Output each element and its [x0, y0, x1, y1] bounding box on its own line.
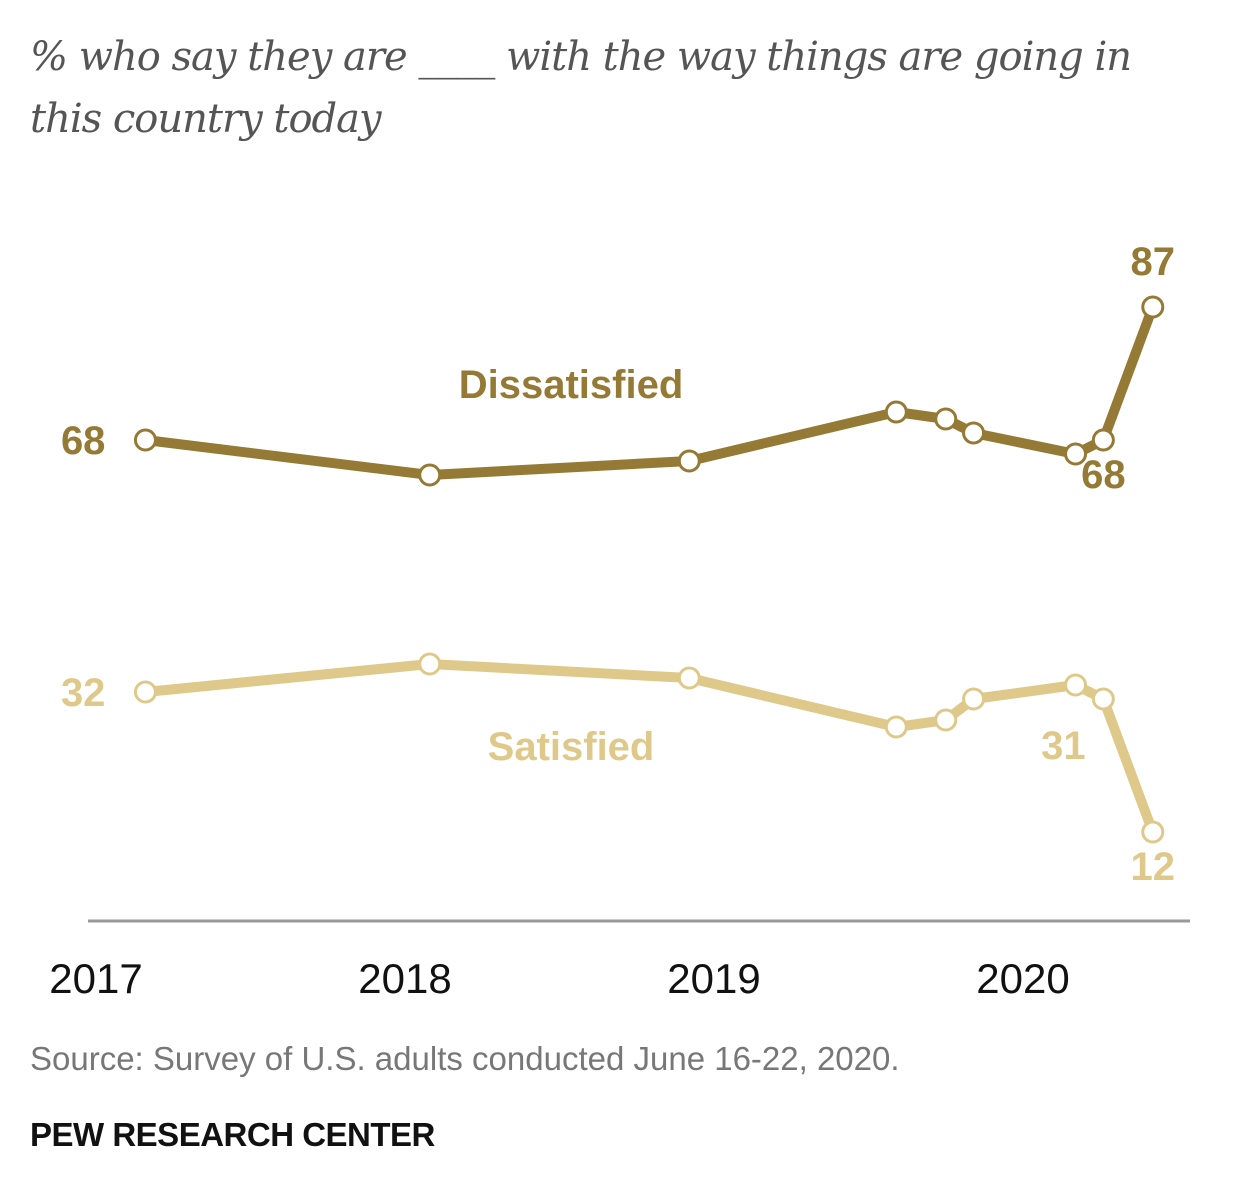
data-label-dissatisfied: 68	[1081, 453, 1126, 497]
x-tick-label: 2020	[976, 955, 1069, 1002]
series-satisfied	[133, 652, 1165, 844]
chart-title: % who say they are ____ with the way thi…	[30, 34, 1132, 142]
data-point-satisfied	[418, 652, 442, 676]
data-point-satisfied	[1064, 673, 1088, 697]
data-point-dissatisfied	[1091, 428, 1115, 452]
data-point-dissatisfied	[884, 400, 908, 424]
data-label-dissatisfied: 87	[1131, 240, 1176, 284]
data-label-satisfied: 12	[1131, 845, 1176, 889]
data-point-dissatisfied	[1141, 295, 1165, 319]
data-point-dissatisfied	[962, 421, 986, 445]
data-point-dissatisfied	[133, 428, 157, 452]
data-point-dissatisfied	[1064, 442, 1088, 466]
series-name-satisfied: Satisfied	[488, 725, 655, 769]
data-point-satisfied	[962, 687, 986, 711]
brand-logo-text: PEW RESEARCH CENTER	[30, 1116, 435, 1153]
data-point-dissatisfied	[934, 407, 958, 431]
data-label-dissatisfied: 68	[61, 419, 106, 463]
data-point-dissatisfied	[677, 449, 701, 473]
x-axis-ticks: 2017 2018 2019 2020	[49, 955, 1069, 1002]
series-dissatisfied	[133, 295, 1165, 487]
data-point-satisfied	[133, 680, 157, 704]
data-point-dissatisfied	[418, 463, 442, 487]
series-name-dissatisfied: Dissatisfied	[459, 363, 684, 407]
data-point-satisfied	[1141, 820, 1165, 844]
x-tick-label: 2017	[49, 955, 142, 1002]
series-layer	[133, 295, 1165, 844]
source-note: Source: Survey of U.S. adults conducted …	[30, 1040, 900, 1077]
data-point-satisfied	[677, 666, 701, 690]
data-label-satisfied: 32	[61, 671, 106, 715]
data-point-satisfied	[934, 708, 958, 732]
label-layer: 68 68 87 Dissatisfied 32 31 12 Satisfied	[61, 240, 1175, 889]
x-tick-label: 2018	[358, 955, 451, 1002]
data-point-satisfied	[1091, 687, 1115, 711]
data-label-satisfied: 31	[1041, 724, 1086, 768]
data-point-satisfied	[884, 715, 908, 739]
x-tick-label: 2019	[667, 955, 760, 1002]
